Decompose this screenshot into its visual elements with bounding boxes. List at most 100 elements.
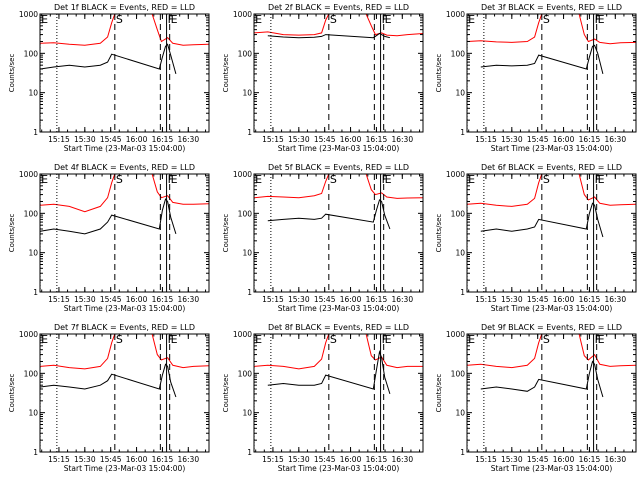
marker-label: S [330, 173, 337, 186]
panel-title: Det 5f BLACK = Events, RED = LLD [268, 163, 409, 172]
y-tick-label: 10 [28, 89, 38, 98]
series-lld [467, 174, 636, 207]
y-tick-label: 100 [451, 209, 466, 218]
x-tick-label: 16:30 [177, 295, 199, 304]
marker-label: E [171, 333, 178, 346]
marker-label: E [468, 333, 475, 346]
marker-label: F [382, 173, 388, 186]
y-tick-label: 1000 [19, 10, 38, 19]
x-tick-label: 16:00 [126, 295, 148, 304]
y-axis-label: Counts/sec [222, 374, 230, 413]
y-tick-label: 1 [247, 128, 252, 137]
y-tick-label: 10 [455, 249, 465, 258]
y-axis-label: Counts/sec [435, 214, 443, 253]
y-axis-label: Counts/sec [8, 214, 16, 253]
plot-frame [39, 13, 210, 133]
x-tick-label: 15:45 [527, 455, 549, 464]
y-tick-label: 10 [455, 89, 465, 98]
panel-title: Det 9f BLACK = Events, RED = LLD [481, 323, 622, 332]
x-tick-label: 15:45 [100, 135, 122, 144]
x-tick-label: 15:30 [501, 295, 523, 304]
x-tick-label: 16:15 [366, 455, 388, 464]
panel-title: Det 4f BLACK = Events, RED = LLD [54, 163, 195, 172]
y-tick-label: 100 [451, 369, 466, 378]
series-lld [467, 334, 636, 369]
plot-frame [466, 173, 637, 293]
x-tick-label: 15:45 [314, 135, 336, 144]
y-tick-label: 1000 [446, 170, 465, 179]
marker-label: E [598, 173, 605, 186]
x-tick-label: 16:00 [340, 295, 362, 304]
x-tick-label: 16:30 [604, 295, 626, 304]
marker-label: F [168, 173, 174, 186]
x-tick-label: 16:15 [366, 135, 388, 144]
plot-area [254, 174, 423, 292]
series-events [480, 44, 604, 75]
x-tick-label: 16:00 [340, 455, 362, 464]
marker-label: E [171, 13, 178, 26]
marker-label: E [255, 333, 262, 346]
marker-label: E [385, 333, 392, 346]
plot-area [467, 174, 636, 292]
y-tick-label: 10 [242, 89, 252, 98]
x-tick-label: 16:00 [126, 135, 148, 144]
marker-label: F [595, 173, 601, 186]
series-lld [467, 14, 636, 45]
series-events [40, 198, 177, 235]
y-axis-label: Counts/sec [222, 54, 230, 93]
panel-title: Det 3f BLACK = Events, RED = LLD [481, 3, 622, 12]
x-tick-label: 16:15 [152, 135, 174, 144]
series-lld [40, 14, 209, 46]
marker-label: S [116, 333, 123, 346]
plot-frame [466, 13, 637, 133]
y-tick-label: 100 [238, 209, 253, 218]
plot-area [40, 334, 209, 452]
panel-title: Det 1f BLACK = Events, RED = LLD [54, 3, 195, 12]
series-events [480, 202, 604, 238]
x-tick-label: 16:30 [604, 455, 626, 464]
x-tick-label: 15:30 [501, 135, 523, 144]
y-tick-label: 1000 [19, 170, 38, 179]
series-events [267, 349, 391, 395]
y-tick-label: 1 [247, 448, 252, 457]
x-tick-label: 15:15 [48, 295, 70, 304]
y-tick-label: 100 [238, 49, 253, 58]
x-tick-label: 15:15 [475, 135, 497, 144]
marker-label: S [543, 333, 550, 346]
x-axis-label: Start Time (23-Mar-03 15:04:00) [64, 304, 186, 313]
marker-label: F [168, 333, 174, 346]
y-tick-label: 1 [247, 288, 252, 297]
x-tick-label: 16:00 [553, 295, 575, 304]
y-tick-label: 100 [238, 369, 253, 378]
x-tick-label: 15:15 [475, 295, 497, 304]
x-tick-label: 16:00 [126, 455, 148, 464]
x-axis-label: Start Time (23-Mar-03 15:04:00) [278, 464, 400, 473]
x-axis-label: Start Time (23-Mar-03 15:04:00) [278, 304, 400, 313]
marker-label: S [543, 173, 550, 186]
plot-frame [39, 173, 210, 293]
series-events [267, 32, 391, 39]
marker-label: E [598, 13, 605, 26]
marker-label: E [41, 173, 48, 186]
marker-label: S [116, 13, 123, 26]
series-lld [254, 174, 423, 199]
series-lld [40, 174, 209, 213]
plot-area [467, 14, 636, 132]
marker-label: F [168, 13, 174, 26]
plot-frame [466, 333, 637, 453]
marker-label: F [382, 333, 388, 346]
series-events [267, 199, 391, 230]
y-tick-label: 10 [242, 409, 252, 418]
x-tick-label: 16:15 [579, 455, 601, 464]
marker-label: S [330, 13, 337, 26]
x-tick-label: 15:15 [48, 135, 70, 144]
plot-frame [253, 13, 424, 133]
y-tick-label: 1000 [19, 330, 38, 339]
plot-frame [253, 333, 424, 453]
x-tick-label: 16:30 [177, 455, 199, 464]
